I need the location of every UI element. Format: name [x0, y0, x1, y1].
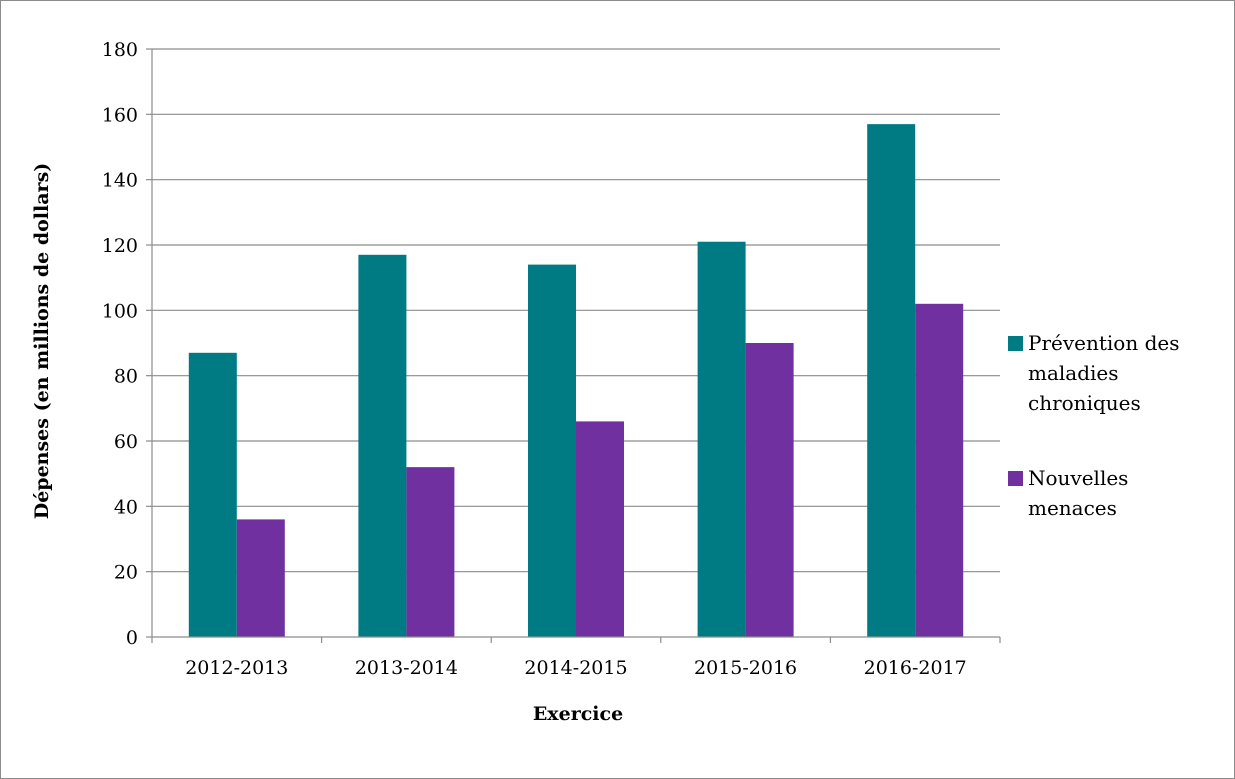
x-tick-label: 2012-2013	[185, 657, 288, 679]
bar-nouvelles-menaces-2014-2015	[576, 421, 624, 637]
y-tick-label: 180	[102, 39, 138, 61]
x-tick-labels: 2012-2013 2013-2014 2014-2015 2015-2016 2016…	[185, 657, 967, 679]
bar-nouvelles-menaces-2015-2016	[745, 343, 794, 637]
legend-label: maladies	[1028, 361, 1119, 385]
y-tick-labels: 0 20 40 60 80 100 120 140 160 180	[102, 39, 138, 649]
bar-prevention-2015-2016	[697, 241, 746, 637]
bar-nouvelles-menaces-2013-2014	[406, 467, 455, 637]
y-tick-label: 0	[126, 627, 138, 649]
y-tick-label: 80	[114, 366, 138, 388]
legend: Prévention des maladies chroniques Nouvelle…	[1008, 331, 1179, 520]
y-tick-label: 140	[102, 170, 138, 192]
legend-label: Nouvelles	[1028, 466, 1128, 490]
axes	[146, 48, 1001, 643]
y-tick-label: 120	[102, 235, 138, 257]
bar-prevention-2016-2017	[867, 124, 916, 638]
y-tick-label: 20	[114, 562, 138, 584]
x-tick-label: 2013-2014	[355, 657, 458, 679]
x-tick-label: 2015-2016	[694, 657, 797, 679]
gridlines	[152, 48, 1000, 573]
legend-swatch	[1008, 336, 1023, 351]
y-axis-title: Dépenses (en millions de dollars)	[31, 163, 53, 520]
bar-nouvelles-menaces-2016-2017	[915, 303, 964, 637]
y-tick-label: 160	[102, 104, 138, 126]
bars	[188, 124, 964, 638]
bar-prevention-2012-2013	[188, 352, 237, 637]
y-tick-label: 100	[102, 300, 138, 322]
x-tick-label: 2016-2017	[864, 657, 967, 679]
bar-prevention-2013-2014	[358, 254, 407, 638]
legend-label: menaces	[1028, 496, 1117, 520]
x-tick-label: 2014-2015	[524, 657, 627, 679]
y-tick-label: 60	[114, 431, 138, 453]
x-axis-title: Exercice	[533, 703, 623, 725]
y-tick-label: 40	[114, 496, 138, 518]
legend-label: Prévention des	[1028, 331, 1179, 355]
legend-label: chroniques	[1028, 391, 1141, 415]
legend-swatch	[1008, 471, 1023, 486]
bar-prevention-2014-2015	[528, 264, 576, 637]
bar-nouvelles-menaces-2012-2013	[236, 519, 285, 637]
